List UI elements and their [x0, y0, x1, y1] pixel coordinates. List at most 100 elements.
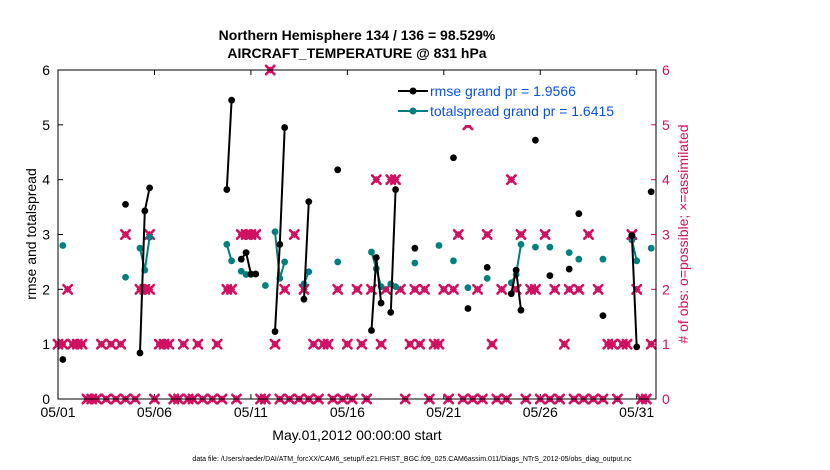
rmse-series-line — [225, 100, 233, 190]
y-tick-label: 2 — [42, 281, 50, 297]
totalspread-point — [464, 284, 472, 292]
totalspread-point — [599, 255, 607, 263]
obs-count-marker-core — [551, 285, 559, 294]
rmse-point — [633, 343, 641, 351]
obs-count-marker-core — [420, 285, 429, 294]
totalspread-point — [223, 240, 231, 248]
x-tick-label: 05/06 — [137, 404, 172, 420]
legend: rmse grand pr = 1.9566 totalspread grand… — [396, 81, 650, 125]
data-file-footnote: data file: /Users/raeder/DAI/ATM_forcXX/… — [192, 456, 632, 463]
rmse-point — [305, 198, 313, 206]
y2-tick-label: 4 — [662, 172, 670, 188]
y2-tick-label: 0 — [662, 391, 670, 407]
legend-rmse-label: rmse grand pr = 1.9566 — [430, 83, 576, 99]
totalspread-point — [261, 282, 269, 289]
obs-count-marker-core — [290, 230, 298, 239]
y-tick-label: 3 — [42, 227, 50, 243]
x-tick-label: 05/21 — [426, 404, 461, 420]
totalspread-point — [305, 268, 313, 276]
obs-count-marker-core — [353, 285, 361, 294]
rmse-point — [565, 265, 573, 273]
totalspread-point — [517, 240, 525, 248]
obs-count-marker-core — [213, 340, 221, 348]
plot-area: 05/01 05/06 05/11 05/16 05/21 05/26 05/31 0 1 2 3 4… — [40, 62, 670, 420]
totalspread-point — [136, 244, 144, 252]
totalspread-point — [237, 267, 245, 275]
y2-tick-label: 5 — [662, 117, 670, 133]
totalspread-point — [59, 242, 67, 249]
rmse-point — [411, 244, 419, 252]
totalspread-point — [435, 242, 443, 249]
totalspread-point — [334, 258, 342, 266]
x-tick-label: 05/31 — [619, 404, 654, 420]
totalspread-point — [532, 243, 539, 251]
rmse-point — [242, 249, 250, 256]
obs-count-marker-core — [271, 340, 279, 348]
x-tick-label: 05/26 — [523, 404, 558, 420]
totalspread-point — [575, 255, 583, 263]
totalspread-point — [368, 248, 375, 256]
chart-title: Northern Hemisphere 134 / 136 = 98.529% — [219, 27, 496, 43]
obs-count-marker-core — [541, 230, 549, 239]
rmse-point — [228, 96, 236, 104]
y2-tick-label: 1 — [662, 336, 670, 352]
rmse-point — [546, 272, 554, 280]
obs-count-marker-core — [473, 285, 482, 294]
rmse-point — [223, 186, 231, 193]
rmse-point — [507, 290, 515, 298]
legend-totalspread-marker — [409, 107, 417, 115]
rmse-series-line — [389, 189, 397, 313]
plot-frame — [57, 69, 657, 400]
obs-count-marker-core — [435, 340, 443, 348]
rmse-point — [146, 184, 154, 192]
obs-count-marker-core — [449, 285, 458, 294]
rmse-series-line — [630, 235, 638, 347]
rmse-point — [141, 207, 149, 215]
rmse-series-line — [303, 201, 310, 300]
y2-tick-label: 6 — [662, 62, 670, 78]
rmse-point — [464, 305, 472, 312]
obs-count-marker-core — [372, 175, 380, 184]
obs-count-marker-core — [647, 340, 655, 348]
x-tick-label: 05/11 — [234, 404, 268, 420]
rmse-point — [271, 328, 279, 335]
obs-count-marker-core — [498, 285, 506, 294]
totalspread-point — [450, 257, 457, 265]
totalspread-point — [228, 257, 236, 265]
obs-count-marker-core — [324, 340, 332, 348]
obs-count-marker-core — [411, 285, 419, 294]
rmse-point — [575, 210, 583, 218]
rmse-point — [599, 312, 607, 320]
rmse-point — [647, 188, 655, 196]
rmse-point — [450, 154, 457, 162]
obs-count-marker-core — [584, 230, 593, 239]
rmse-point — [387, 308, 395, 316]
totalspread-point — [146, 233, 154, 241]
totalspread-point — [565, 249, 573, 256]
y2-axis-label: # of obs: o=possible; ×=assimilated — [675, 124, 691, 343]
obs-count-marker-core — [483, 230, 491, 239]
rmse-point — [368, 327, 375, 334]
obs-count-marker-core — [594, 285, 602, 294]
obs-count-marker-core — [565, 285, 573, 294]
rmse-point — [512, 266, 520, 274]
obs-count-marker-core — [575, 285, 583, 294]
totalspread-point — [647, 244, 655, 252]
x-tick-label: 05/16 — [330, 404, 365, 420]
obs-count-marker-core — [517, 230, 525, 239]
obs-count-marker-core — [358, 340, 366, 348]
rmse-point — [237, 255, 245, 263]
obs-count-marker-core — [145, 285, 154, 294]
rmse-point — [136, 349, 144, 357]
rmse-point — [300, 295, 308, 303]
totalspread-point — [281, 258, 289, 266]
obs-count-marker-core — [416, 340, 424, 348]
rmse-point — [392, 186, 399, 193]
x-axis-label: May.01,2012 00:00:00 start — [272, 427, 442, 443]
legend-totalspread-label: totalspread grand pr = 1.6415 — [430, 103, 614, 119]
rmse-point — [252, 270, 260, 278]
rmse-point — [59, 356, 67, 363]
obs-count-marker-core — [121, 230, 130, 239]
y-tick-label: 4 — [42, 172, 50, 188]
